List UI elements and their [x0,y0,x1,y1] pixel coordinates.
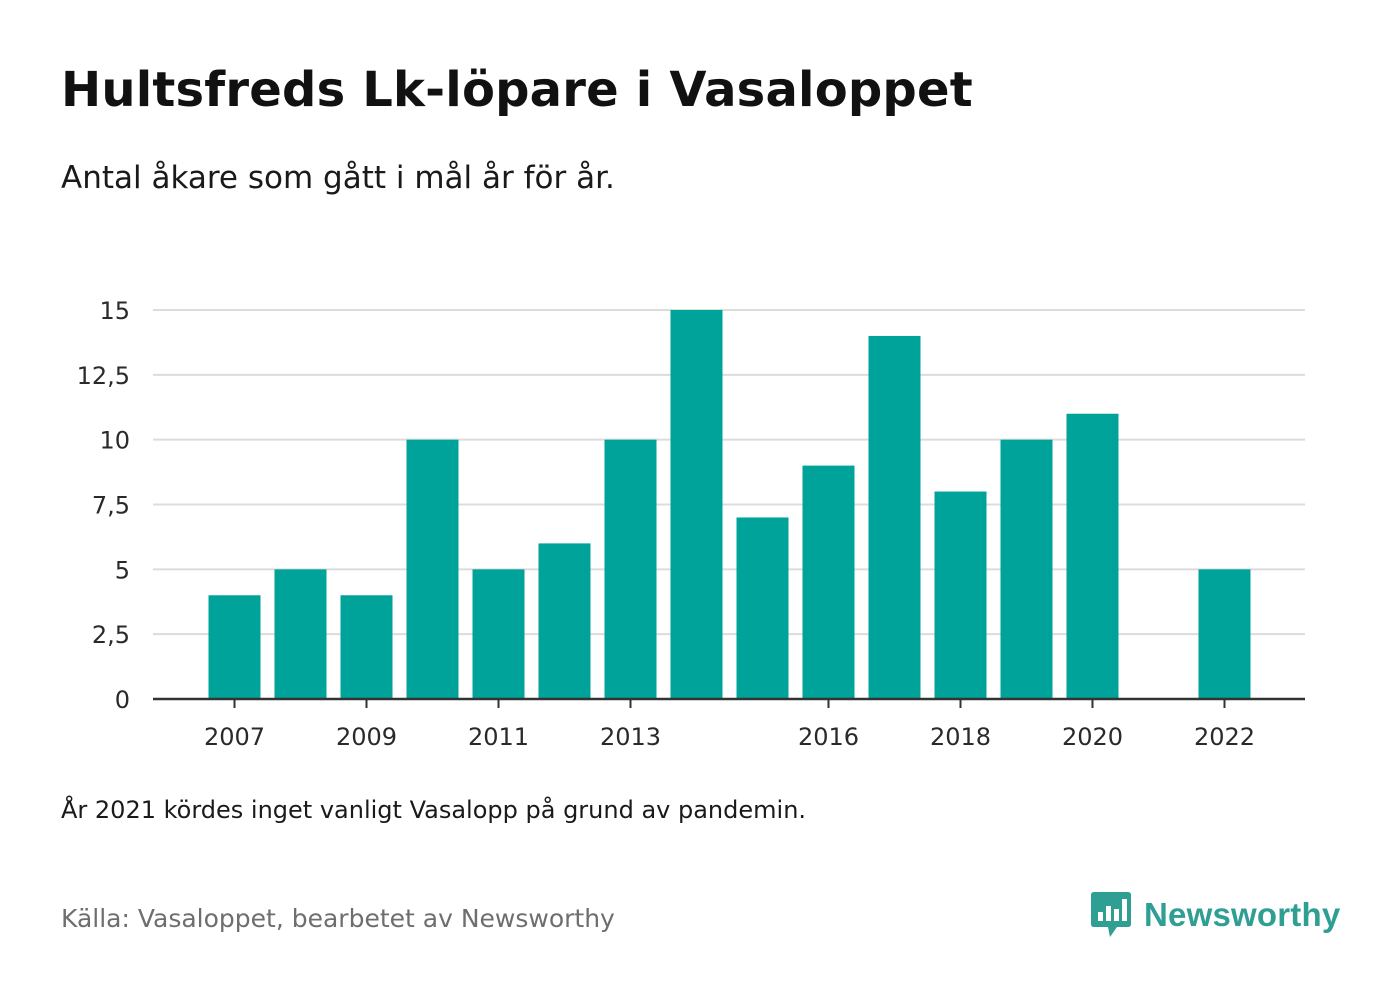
chart-title: Hultsfreds Lk-löpare i Vasaloppet [61,62,973,118]
bar-2016 [802,465,855,699]
bar-chart: 0 2,5 5 7,5 10 12,5 15 2007 2009 2011 2013 2016 2018… [77,297,1305,751]
y-tick-label: 5 [115,556,130,584]
brand-logo[interactable]: Newsworthy [1090,890,1340,940]
bar-2008 [274,569,327,699]
bar-2011 [472,569,525,699]
chart-subtitle: Antal åkare som gått i mål år för år. [61,160,615,196]
y-tick-label: 2,5 [92,621,130,649]
bar-2015 [736,517,789,699]
bar-2013 [604,439,657,699]
y-tick-label: 12,5 [77,362,130,390]
bar-2007 [208,595,261,699]
x-tick-label: 2011 [468,723,529,751]
x-tick-label: 2009 [336,723,397,751]
y-tick-label: 7,5 [92,492,130,520]
x-tick-label: 2007 [204,723,265,751]
bar-2009 [340,595,393,699]
bar-2019 [1000,439,1053,699]
x-tick-label: 2013 [600,723,661,751]
bar-layer [208,310,1251,699]
y-tick-label: 15 [99,297,130,325]
bar-2012 [538,543,591,699]
newsworthy-logo-icon [1091,892,1131,937]
bar-2018 [934,491,987,699]
x-tick-label: 2018 [930,723,991,751]
y-tick-label: 0 [115,686,130,714]
brand-name: Newsworthy [1144,896,1341,933]
x-tick-label: 2016 [798,723,859,751]
chart-note: År 2021 kördes inget vanligt Vasalopp på… [61,796,807,824]
y-tick-label: 10 [99,427,130,455]
x-tick-label: 2022 [1194,723,1255,751]
bar-2014 [670,310,723,699]
bar-2022 [1198,569,1251,699]
bar-2020 [1066,413,1119,699]
bar-2010 [406,439,459,699]
x-tick-label: 2020 [1062,723,1123,751]
bar-2017 [868,335,921,699]
source-credit: Källa: Vasaloppet, bearbetet av Newswort… [61,904,615,933]
axis-layer: 0 2,5 5 7,5 10 12,5 15 2007 2009 2011 2013 2016 2018… [77,297,1305,751]
